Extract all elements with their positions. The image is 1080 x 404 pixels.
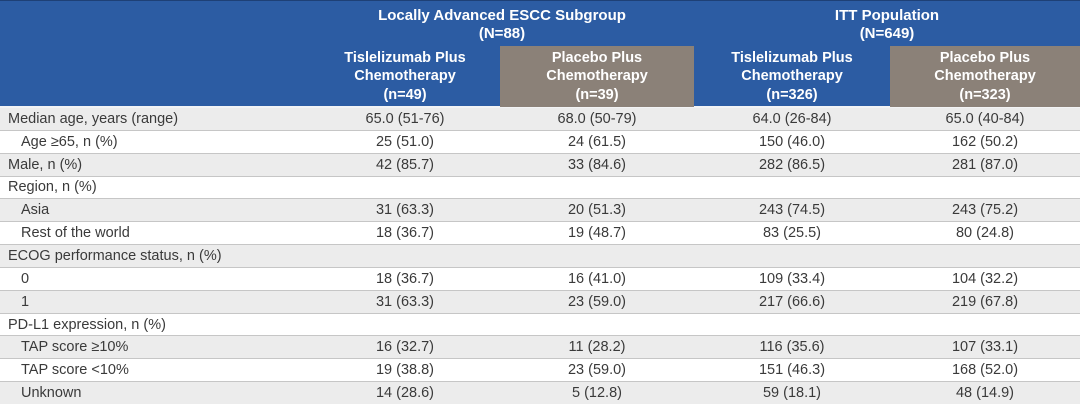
table-row: Male, n (%) 42 (85.7) 33 (84.6) 282 (86.…	[0, 152, 1080, 176]
cell-value: 162 (50.2)	[951, 133, 1019, 150]
cell-value: 20 (51.3)	[567, 202, 627, 219]
cell-value: 31 (63.3)	[375, 293, 435, 310]
group-n: (N=88)	[478, 25, 526, 43]
cell-value: 104 (32.2)	[951, 270, 1019, 287]
cell-value: 281 (87.0)	[951, 156, 1019, 173]
row-label: Asia	[21, 202, 50, 219]
column-header-tislelizumab-itt: Tislelizumab Plus Chemotherapy (n=326)	[694, 46, 890, 107]
cell-value: 23 (59.0)	[567, 362, 627, 379]
table-row: PD-L1 expression, n (%)	[0, 312, 1080, 336]
table-header: Locally Advanced ESCC Subgroup (N=88) IT…	[0, 0, 1080, 107]
group-n: (N=649)	[859, 25, 915, 43]
row-label: TAP score <10%	[21, 362, 129, 379]
cell-value: 59 (18.1)	[762, 385, 822, 402]
column-title: Tislelizumab Plus Chemotherapy	[344, 49, 466, 85]
cell-value: 18 (36.7)	[375, 225, 435, 242]
row-label: Region, n (%)	[8, 179, 97, 196]
cell-value: 109 (33.4)	[758, 270, 826, 287]
cell-value: 217 (66.6)	[758, 293, 826, 310]
group-header-escc-subgroup: Locally Advanced ESCC Subgroup (N=88)	[310, 1, 694, 46]
cell-value: 243 (74.5)	[758, 202, 826, 219]
cell-value: 107 (33.1)	[951, 339, 1019, 356]
row-label: Unknown	[21, 385, 82, 402]
table-row: TAP score ≥10% 16 (32.7) 11 (28.2) 116 (…	[0, 335, 1080, 359]
column-header-placebo-itt: Placebo Plus Chemotherapy (n=323)	[890, 46, 1080, 107]
column-header-placebo-escc: Placebo Plus Chemotherapy (n=39)	[500, 46, 694, 107]
cell-value: 48 (14.9)	[955, 385, 1015, 402]
cell-value: 83 (25.5)	[762, 225, 822, 242]
row-label: PD-L1 expression, n (%)	[8, 316, 166, 333]
column-n: (n=323)	[959, 86, 1011, 103]
row-label: Male, n (%)	[8, 156, 83, 173]
cell-value: 243 (75.2)	[951, 202, 1019, 219]
cell-value: 65.0 (40-84)	[945, 110, 1025, 127]
row-label: 1	[21, 293, 30, 310]
cell-value: 25 (51.0)	[375, 133, 435, 150]
table-row: Asia 31 (63.3) 20 (51.3) 243 (74.5) 243 …	[0, 198, 1080, 222]
column-n: (n=326)	[766, 86, 818, 103]
cell-value: 31 (63.3)	[375, 202, 435, 219]
column-header-tislelizumab-escc: Tislelizumab Plus Chemotherapy (n=49)	[310, 46, 500, 107]
group-header-itt-population: ITT Population (N=649)	[694, 1, 1080, 46]
cell-value: 24 (61.5)	[567, 133, 627, 150]
cell-value: 5 (12.8)	[572, 385, 622, 402]
row-label: TAP score ≥10%	[21, 339, 129, 356]
cell-value: 80 (24.8)	[955, 225, 1015, 242]
row-label: Median age, years (range)	[8, 110, 179, 127]
cell-value: 64.0 (26-84)	[752, 110, 832, 127]
row-label: Age ≥65, n (%)	[21, 133, 118, 150]
table-row: Region, n (%)	[0, 175, 1080, 199]
cell-value: 16 (41.0)	[567, 270, 627, 287]
cell-value: 33 (84.6)	[567, 156, 627, 173]
cell-value: 23 (59.0)	[567, 293, 627, 310]
cell-value: 19 (48.7)	[567, 225, 627, 242]
cell-value: 14 (28.6)	[375, 385, 435, 402]
cell-value: 68.0 (50-79)	[557, 110, 637, 127]
cell-value: 18 (36.7)	[375, 270, 435, 287]
table-row: Median age, years (range) 65.0 (51-76) 6…	[0, 108, 1080, 130]
column-n: (n=49)	[383, 86, 427, 103]
cell-value: 11 (28.2)	[568, 339, 626, 356]
cell-value: 42 (85.7)	[375, 156, 435, 173]
row-label: ECOG performance status, n (%)	[8, 247, 222, 264]
column-title: Placebo Plus Chemotherapy	[546, 49, 648, 85]
group-title: ITT Population	[834, 6, 940, 24]
cell-value: 16 (32.7)	[375, 339, 435, 356]
cell-value: 219 (67.8)	[951, 293, 1019, 310]
cell-value: 150 (46.0)	[758, 133, 826, 150]
table-body: Median age, years (range) 65.0 (51-76) 6…	[0, 106, 1080, 404]
row-label: Rest of the world	[21, 225, 130, 242]
column-n: (n=39)	[575, 86, 619, 103]
cell-value: 151 (46.3)	[758, 362, 826, 379]
table-row: 1 31 (63.3) 23 (59.0) 217 (66.6) 219 (67…	[0, 289, 1080, 313]
table-row: Age ≥65, n (%) 25 (51.0) 24 (61.5) 150 (…	[0, 129, 1080, 153]
table-row: ECOG performance status, n (%)	[0, 244, 1080, 267]
table-row: TAP score <10% 19 (38.8) 23 (59.0) 151 (…	[0, 358, 1080, 382]
cell-value: 116 (35.6)	[759, 339, 825, 356]
row-label: 0	[21, 270, 30, 287]
group-title: Locally Advanced ESCC Subgroup	[378, 6, 626, 24]
cell-value: 19 (38.8)	[375, 362, 435, 379]
cell-value: 282 (86.5)	[758, 156, 826, 173]
column-title: Tislelizumab Plus Chemotherapy	[731, 49, 853, 85]
cell-value: 65.0 (51-76)	[365, 110, 445, 127]
table-row: Rest of the world 18 (36.7) 19 (48.7) 83…	[0, 221, 1080, 245]
table-row: 0 18 (36.7) 16 (41.0) 109 (33.4) 104 (32…	[0, 266, 1080, 290]
cell-value: 168 (52.0)	[951, 362, 1019, 379]
table-row: Unknown 14 (28.6) 5 (12.8) 59 (18.1) 48 …	[0, 381, 1080, 404]
column-title: Placebo Plus Chemotherapy	[934, 49, 1036, 85]
